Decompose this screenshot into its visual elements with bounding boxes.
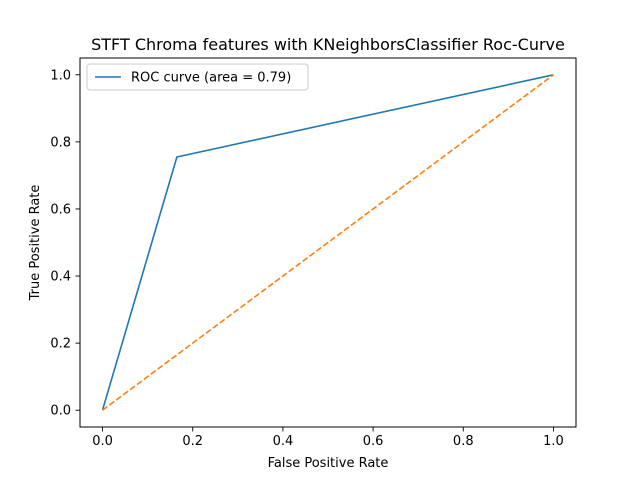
x-tick-label: 0.2	[182, 434, 203, 449]
legend-box	[86, 63, 309, 91]
y-tick-label: 0.8	[50, 135, 71, 150]
x-axis-ticks: 0.0 0.2 0.4 0.6 0.8 1.0	[92, 427, 564, 449]
chart-title: STFT Chroma features with KNeighborsClas…	[91, 35, 565, 54]
x-tick-label: 0.4	[273, 434, 294, 449]
x-tick-label: 0.0	[92, 434, 113, 449]
y-axis-ticks: 0.0 0.2 0.4 0.6 0.8 1.0	[50, 68, 80, 419]
y-tick-label: 0.4	[50, 270, 71, 285]
y-tick-label: 1.0	[50, 68, 71, 83]
x-tick-label: 0.8	[453, 434, 474, 449]
plot-frame	[79, 57, 577, 428]
series-layer	[101, 74, 554, 411]
y-tick-label: 0.2	[50, 337, 71, 352]
y-tick-label: 0.0	[50, 404, 71, 419]
legend: ROC curve (area = 0.79)	[86, 63, 309, 91]
x-axis-label: False Positive Rate	[268, 456, 389, 471]
x-tick-label: 0.6	[363, 434, 384, 449]
legend-label: ROC curve (area = 0.79)	[131, 71, 291, 86]
x-tick-label: 1.0	[543, 434, 564, 449]
chance-line	[102, 74, 554, 411]
y-axis-label: True Positive Rate	[28, 185, 43, 302]
y-tick-label: 0.6	[50, 202, 71, 217]
roc-curve-line	[101, 74, 554, 411]
